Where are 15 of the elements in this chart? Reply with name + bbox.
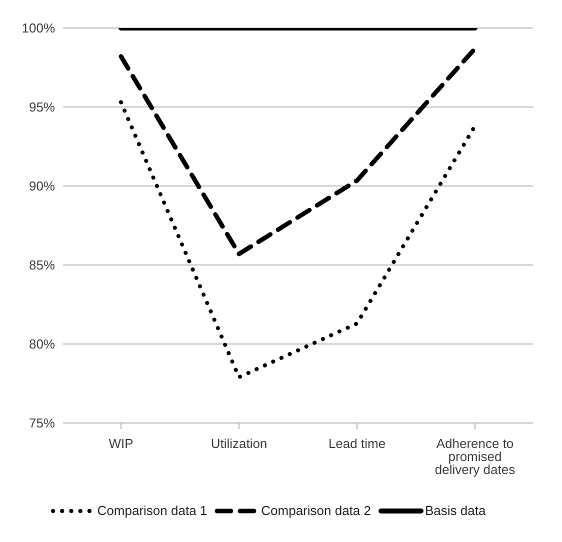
y-tick-label: 95% xyxy=(28,100,56,115)
legend-label: Comparison data 2 xyxy=(261,503,371,518)
legend-label: Basis data xyxy=(424,503,486,518)
line-series xyxy=(118,46,478,256)
x-tick-label: WIP xyxy=(108,436,134,452)
x-tick-label: Adherence to promised delivery dates xyxy=(434,436,516,478)
x-tick-label: Lead time xyxy=(328,436,386,452)
y-tick-label: 90% xyxy=(28,178,56,194)
legend-label: Comparison data 1 xyxy=(97,503,208,518)
y-tick-label: 85% xyxy=(28,258,56,273)
y-tick-label: 75% xyxy=(28,416,56,431)
x-tick-label: Utilization xyxy=(210,436,268,452)
y-tick-label: 80% xyxy=(28,336,56,352)
y-tick-label: 100% xyxy=(22,20,56,36)
line-series xyxy=(119,100,477,380)
